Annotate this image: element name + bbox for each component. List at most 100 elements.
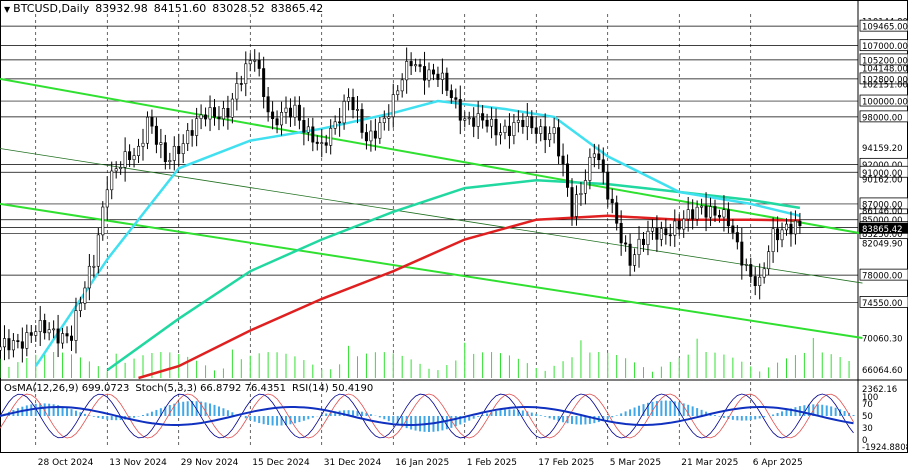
candle-body (168, 160, 172, 163)
stoch-signal-line (0, 393, 854, 439)
candle-body (65, 333, 69, 337)
candle-body (226, 108, 230, 118)
candle-body (574, 194, 578, 217)
candle-body (20, 341, 24, 349)
price-tick-label: 74550.00 (862, 299, 903, 309)
price-label-box (859, 39, 908, 52)
candle-body (320, 142, 324, 144)
candle-body (324, 142, 328, 146)
candle-body (409, 61, 413, 67)
candle-body (154, 125, 158, 145)
stoch-label: Stoch(5,3,3) 66.8792 76.4351 (135, 383, 286, 394)
candle-body (561, 155, 565, 165)
candle-body (726, 209, 730, 227)
candle-body (96, 234, 100, 267)
candle-body (793, 220, 797, 235)
candle-body (78, 302, 82, 311)
candle-body (128, 151, 132, 161)
current-price-box (859, 222, 908, 234)
price-tick-label: 78000.00 (862, 272, 903, 282)
price-label-box (859, 94, 908, 107)
candle-body (150, 116, 154, 127)
candle-body (239, 83, 243, 85)
candle-body (333, 121, 337, 129)
candle-body (659, 228, 663, 240)
candle-body (673, 220, 677, 236)
candle-body (217, 116, 221, 120)
candle-body (700, 205, 704, 208)
price-tick-label: 70060.30 (862, 334, 903, 344)
candle-body (195, 118, 199, 136)
candle-body (16, 340, 20, 343)
candle-body (315, 141, 319, 144)
date-tick-label: 31 Dec 2024 (324, 458, 382, 468)
candle-body (2, 338, 6, 348)
candle-body (588, 156, 592, 181)
candle-body (405, 61, 409, 81)
candle-body (364, 132, 368, 142)
candle-body (83, 287, 87, 304)
candle-body (601, 159, 605, 173)
candle-body (686, 209, 690, 220)
price-tick-label: 102800.00 (862, 75, 908, 85)
date-tick-label: 29 Nov 2024 (181, 458, 239, 468)
subwindow-tick-label: 70 (862, 400, 873, 410)
chart-header: ▼ BTCUSD,Daily 83932.98 84151.60 83028.52 838… (4, 2, 329, 15)
candle-body (418, 64, 422, 67)
candle-body (163, 142, 167, 163)
candle-body (141, 142, 145, 147)
candle-body (347, 97, 351, 102)
candle-body (293, 104, 297, 118)
candle-body (74, 310, 78, 341)
candle-body (29, 332, 33, 336)
date-tick-label: 21 Mar 2025 (681, 458, 738, 468)
candle-body (360, 109, 364, 133)
candle-body (494, 118, 498, 136)
candle-body (624, 242, 628, 245)
candle-body (56, 328, 60, 344)
candle-body (637, 238, 641, 255)
date-tick-label: 13 Nov 2024 (109, 458, 167, 468)
volume-bars (0, 338, 850, 378)
candle-body (472, 117, 476, 127)
price-tick-label: 102151.00 (862, 81, 908, 91)
candle-body (449, 90, 453, 98)
candle-body (758, 276, 762, 287)
candle-body (467, 117, 471, 120)
candle-body (512, 122, 516, 137)
candle-body (275, 118, 279, 126)
candle-body (204, 114, 208, 120)
candle-body (431, 69, 435, 75)
candle-body (445, 72, 449, 91)
candle-body (539, 126, 543, 134)
candle-body (463, 118, 467, 121)
price-tick-label: 91000.00 (862, 169, 903, 179)
candle-body (713, 206, 717, 216)
candle-body (177, 145, 181, 154)
candle-body (70, 335, 74, 341)
candle-body (543, 126, 547, 141)
candle-body (552, 127, 556, 134)
candle-body (253, 60, 257, 62)
candle-body (458, 99, 462, 121)
candle-body (284, 107, 288, 113)
price-tick-label: 107000.00 (862, 42, 908, 52)
price-tick-label: 105200.00 (862, 56, 908, 66)
candle-body (355, 109, 359, 111)
candle-body (110, 170, 114, 191)
candle-body (119, 167, 123, 170)
candle-body (570, 187, 574, 217)
date-tick-label: 28 Oct 2024 (38, 458, 94, 468)
candle-body (52, 328, 56, 331)
candle-body (579, 193, 583, 195)
candle-body (0, 346, 2, 351)
price-label-box (859, 165, 908, 178)
subwindow-tick-label: 30 (862, 424, 873, 434)
candle-body (7, 338, 11, 351)
dropdown-triangle-icon[interactable]: ▼ (4, 5, 11, 14)
candle-body (373, 130, 377, 139)
candle-body (633, 254, 637, 266)
candle-body (378, 122, 382, 139)
